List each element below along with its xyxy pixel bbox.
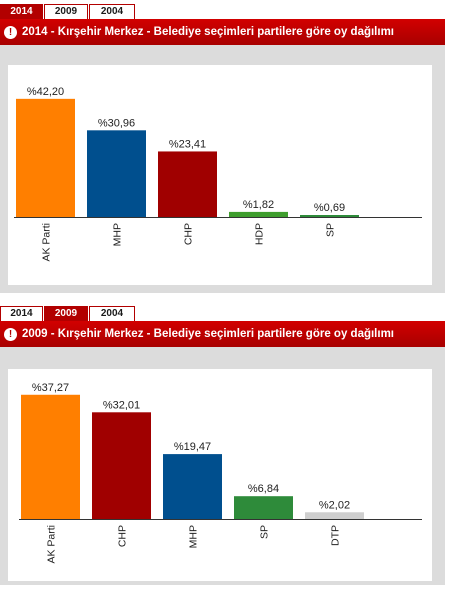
bar-chp: [92, 412, 151, 519]
category-label: MHP: [188, 525, 200, 548]
tab-2004[interactable]: 2004: [89, 4, 135, 19]
plot-area: %37,27 AK Parti %32,01 CHP %19,47 MHP %6,84 SP%…: [8, 369, 432, 581]
bar-mhp: [163, 454, 222, 519]
category-label: AK Parti: [46, 525, 58, 564]
category-label: MHP: [112, 223, 124, 246]
bar-chart: %37,27 AK Parti %32,01 CHP %19,47 MHP %6,84 SP%…: [19, 382, 422, 564]
tab-2009[interactable]: 2009: [44, 4, 88, 19]
data-label: %32,01: [103, 399, 140, 411]
chart-body: %42,20 AK Parti %30,96 MHP %23,41 CHP %1,82 HDP…: [0, 45, 445, 293]
info-icon: !: [4, 25, 17, 39]
category-label: CHP: [183, 223, 195, 245]
bar-chart: %42,20 AK Parti %30,96 MHP %23,41 CHP %1,82 HDP…: [14, 86, 422, 262]
category-label: SP: [259, 525, 271, 539]
bar-sp: [234, 496, 293, 519]
chart-header: ! 2009 - Kırşehir Merkez - Belediye seçi…: [0, 321, 445, 347]
bar-mhp: [87, 130, 146, 217]
bar-ak-parti: [21, 394, 80, 519]
category-label: CHP: [117, 525, 129, 547]
data-label: %2,02: [319, 499, 350, 511]
chart-title: 2009 - Kırşehir Merkez - Belediye seçiml…: [22, 328, 394, 340]
data-label: %0,69: [314, 202, 345, 214]
category-label: SP: [325, 223, 337, 237]
data-label: %37,27: [32, 382, 69, 394]
category-label: DTP: [330, 525, 342, 546]
year-tabs: 2014 2009 2004: [0, 306, 445, 321]
data-label: %23,41: [169, 138, 206, 150]
data-label: %6,84: [248, 483, 279, 495]
chart-header: ! 2014 - Kırşehir Merkez - Belediye seçi…: [0, 19, 445, 45]
data-label: %30,96: [98, 117, 135, 129]
plot-area: %42,20 AK Parti %30,96 MHP %23,41 CHP %1,82 HDP…: [8, 65, 432, 285]
category-label: AK Parti: [41, 223, 53, 262]
data-label: %42,20: [27, 86, 64, 98]
tab-2009[interactable]: 2009: [44, 306, 88, 321]
bar-chp: [158, 151, 217, 217]
bar-hdp: [229, 211, 288, 217]
tab-2014[interactable]: 2014: [0, 4, 43, 19]
chart-body: %37,27 AK Parti %32,01 CHP %19,47 MHP %6,84 SP%…: [0, 347, 445, 585]
bar-dtp: [305, 512, 364, 519]
chart-panel-2014: 2014 2009 2004 ! 2014 - Kırşehir Merkez …: [0, 4, 445, 293]
data-label: %1,82: [243, 199, 274, 211]
bar-sp: [300, 215, 359, 217]
chart-panel-2009: 2014 2009 2004 ! 2009 - Kırşehir Merkez …: [0, 306, 445, 585]
category-label: HDP: [254, 223, 266, 245]
year-tabs: 2014 2009 2004: [0, 4, 445, 19]
bar-ak-parti: [16, 98, 75, 217]
info-icon: !: [4, 327, 17, 341]
tab-2014[interactable]: 2014: [0, 306, 43, 321]
tab-2004[interactable]: 2004: [89, 306, 135, 321]
data-label: %19,47: [174, 441, 211, 453]
chart-title: 2014 - Kırşehir Merkez - Belediye seçiml…: [22, 26, 394, 38]
